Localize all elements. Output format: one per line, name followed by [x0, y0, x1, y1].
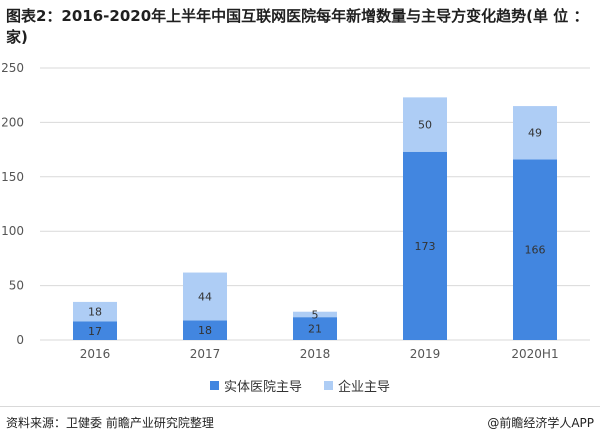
- data-label: 17: [88, 325, 102, 338]
- data-label: 18: [88, 306, 102, 319]
- legend-label-series2: 企业主导: [338, 380, 391, 395]
- data-label: 21: [308, 323, 322, 336]
- source-note: 资料来源：卫健委 前瞻产业研究院整理: [6, 416, 214, 430]
- x-tick-label: 2016: [80, 347, 111, 361]
- legend: 实体医院主导 企业主导: [0, 376, 600, 395]
- data-label: 44: [198, 290, 212, 303]
- y-tick-label: 100: [1, 224, 24, 238]
- data-label: 49: [528, 127, 542, 140]
- bar-series2: [403, 97, 447, 152]
- y-tick-label: 0: [16, 333, 24, 347]
- bar-series1: [183, 320, 227, 340]
- bar-series1: [293, 317, 337, 340]
- x-tick-label: 2020H1: [511, 347, 558, 361]
- credit-note: @前瞻经济学人APP: [487, 416, 594, 430]
- x-tick-label: 2017: [190, 347, 221, 361]
- legend-swatch-series1: [209, 381, 219, 390]
- x-tick-label: 2019: [410, 347, 441, 361]
- data-label: 166: [525, 244, 546, 257]
- bar-series2: [293, 311, 337, 318]
- chart-title: 图表2：2016-2020年上半年中国互联网医院每年新增数量与主导方变化趋势(单…: [6, 7, 589, 46]
- y-tick-label: 150: [1, 170, 24, 184]
- legend-item-series2: 企业主导: [324, 376, 390, 395]
- y-tick-label: 200: [1, 115, 24, 129]
- bar-series1: [73, 321, 117, 340]
- data-label: 5: [312, 308, 319, 321]
- bar-series2: [183, 272, 227, 321]
- bar-series1: [403, 151, 447, 340]
- bar-series2: [73, 301, 117, 322]
- legend-label-series1: 实体医院主导: [223, 380, 302, 395]
- data-label: 18: [198, 324, 212, 337]
- bar-series2: [513, 106, 557, 160]
- y-tick-label: 50: [9, 279, 24, 293]
- footer-divider: [0, 406, 600, 407]
- legend-swatch-series2: [324, 381, 333, 390]
- bar-series1: [513, 159, 557, 340]
- y-tick-label: 250: [1, 61, 24, 75]
- x-tick-label: 2018: [300, 347, 331, 361]
- data-label: 50: [418, 119, 432, 132]
- data-label: 173: [415, 240, 436, 253]
- legend-item-series1: 实体医院主导: [209, 376, 302, 395]
